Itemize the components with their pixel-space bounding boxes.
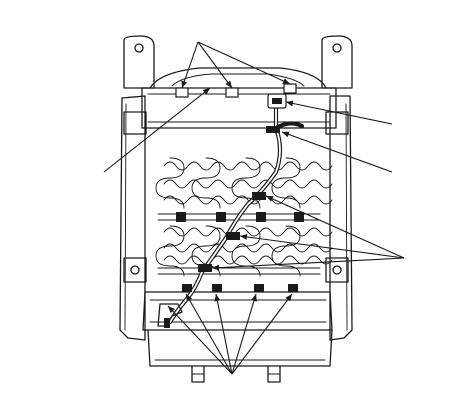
left-beam-arrowhead	[202, 88, 210, 95]
top-clip-left-leader	[181, 41, 199, 89]
front-plug-bracket	[157, 303, 183, 328]
top-clip-center-leader	[197, 41, 233, 89]
spring-coil	[271, 157, 301, 209]
spring-coil	[231, 157, 261, 209]
connector-leader	[285, 101, 393, 125]
bottom-mounting-brackets	[123, 111, 349, 283]
spring-clip-middle-leader	[239, 235, 405, 259]
harness-connector	[267, 93, 287, 109]
spring-coil	[155, 225, 185, 277]
callout-leaders	[103, 41, 405, 375]
top-clip-left-arrowhead	[181, 80, 188, 88]
top-mounting-brackets	[123, 35, 353, 89]
front-clip-3-arrowhead	[251, 294, 257, 302]
spring-row	[163, 243, 333, 253]
front-clip-2-leader	[215, 293, 233, 375]
front-clip-4-leader	[231, 293, 293, 375]
spring-coil	[271, 225, 301, 277]
spring-row	[163, 161, 333, 171]
spring-clip-lower-arrowhead	[212, 264, 220, 271]
spring-coil	[155, 157, 185, 209]
front-clip-1-leader	[185, 293, 233, 375]
front-plug-leader	[167, 305, 233, 375]
top-clip-right-arrowhead	[282, 78, 290, 84]
front-plug-arrowhead	[168, 306, 175, 314]
left-beam-leader	[103, 87, 211, 173]
harness-clip-arrowhead	[282, 131, 290, 138]
spring-clip-upper-arrowhead	[266, 196, 274, 202]
spring-row	[163, 195, 333, 205]
front-beam-clips	[182, 284, 298, 292]
front-clip-4-arrowhead	[285, 294, 292, 302]
spring-clip-middle-arrowhead	[240, 233, 248, 240]
connector-arrowhead	[286, 100, 294, 107]
frame-feet	[191, 365, 281, 383]
top-clip-right-leader	[197, 41, 291, 85]
spring-row	[163, 179, 333, 189]
top-clip-center-arrowhead	[225, 80, 232, 88]
front-clip-3-leader	[231, 293, 257, 375]
spring-clip-lower-leader	[211, 257, 405, 269]
spring-clip-upper-leader	[265, 195, 405, 259]
front-clip-1-arrowhead	[186, 294, 193, 302]
spring-coil	[191, 157, 221, 209]
harness-clip-leader	[281, 131, 393, 173]
spring-row	[163, 227, 333, 237]
front-clip-2-arrowhead	[214, 294, 221, 302]
harness-clips	[198, 126, 280, 272]
